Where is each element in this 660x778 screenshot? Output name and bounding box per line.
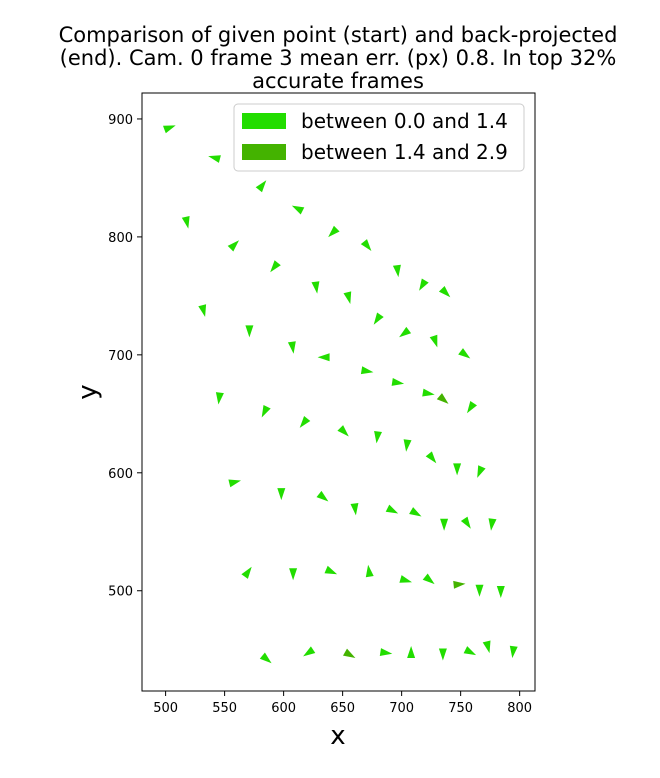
x-tick-label-6: 800 [507, 701, 532, 716]
title-line-2: (end). Cam. 0 frame 3 mean err. (px) 0.8… [60, 46, 617, 70]
error-arrow-4 [328, 225, 340, 238]
error-arrow-56 [343, 648, 356, 658]
error-arrow-2 [255, 180, 267, 193]
error-arrow-52 [475, 584, 484, 597]
error-arrow-26 [467, 401, 477, 414]
x-tick-label-3: 650 [330, 701, 355, 716]
error-arrow-50 [422, 573, 435, 585]
error-arrow-30 [337, 425, 349, 437]
error-arrow-17 [458, 348, 471, 359]
x-tick-label-4: 700 [389, 701, 414, 716]
error-arrow-54 [259, 652, 272, 664]
error-arrow-62 [509, 645, 518, 659]
error-arrow-10 [227, 240, 239, 252]
error-arrow-46 [289, 568, 298, 581]
error-arrow-14 [373, 312, 384, 325]
legend-label-0: between 0.0 and 1.4 [301, 109, 508, 133]
error-arrow-19 [245, 325, 254, 338]
error-arrow-21 [317, 353, 330, 362]
y-tick-label-0: 500 [108, 585, 133, 600]
error-arrow-29 [299, 416, 311, 428]
legend-swatch-1 [242, 144, 286, 160]
error-arrow-40 [385, 504, 399, 514]
error-arrow-18 [198, 304, 207, 317]
error-arrow-36 [228, 479, 241, 488]
error-arrow-51 [453, 580, 466, 589]
error-arrow-34 [453, 463, 462, 476]
error-arrow-5 [360, 239, 372, 251]
title-line-3: accurate frames [252, 69, 424, 93]
error-arrow-31 [374, 431, 382, 444]
error-arrow-41 [409, 507, 422, 517]
error-arrow-39 [350, 503, 359, 516]
error-arrow-59 [438, 648, 447, 661]
error-arrow-42 [440, 518, 449, 531]
y-axis-label: y [73, 384, 103, 399]
error-arrow-44 [488, 518, 497, 531]
chart-title: Comparison of given point (start) and ba… [59, 23, 618, 93]
error-arrow-49 [399, 575, 412, 583]
error-arrow-35 [477, 465, 486, 478]
plot-frame [141, 92, 536, 692]
x-axis-ticks: 500 550 600 650 700 750 800 [153, 691, 532, 716]
error-arrow-61 [482, 640, 491, 654]
error-arrow-22 [360, 366, 374, 375]
error-arrow-23 [391, 378, 405, 386]
error-arrow-13 [343, 291, 352, 304]
y-tick-label-2: 700 [108, 349, 133, 364]
error-arrow-9 [181, 216, 190, 229]
error-arrow-27 [215, 392, 224, 405]
error-arrow-1 [208, 155, 221, 163]
legend-label-1: between 1.4 and 2.9 [301, 140, 508, 164]
error-arrow-3 [291, 205, 305, 215]
error-arrow-28 [261, 405, 271, 418]
title-line-1: Comparison of given point (start) and ba… [59, 23, 618, 47]
error-arrow-16 [429, 334, 438, 348]
error-arrow-38 [316, 490, 329, 502]
x-tick-label-1: 550 [212, 701, 237, 716]
error-arrow-53 [496, 586, 505, 598]
y-axis-ticks: 500 600 700 800 900 [108, 113, 142, 600]
error-arrow-60 [463, 646, 477, 656]
error-arrow-7 [419, 278, 429, 291]
error-arrow-37 [277, 488, 286, 501]
error-arrow-0 [163, 125, 176, 134]
error-arrow-48 [365, 564, 374, 578]
error-arrow-8 [438, 286, 451, 298]
y-tick-label-1: 600 [108, 467, 133, 482]
x-axis-label: x [330, 721, 345, 751]
y-tick-label-3: 800 [108, 231, 133, 246]
error-arrow-25 [436, 393, 449, 404]
error-arrow-20 [287, 341, 296, 354]
x-tick-label-2: 600 [271, 701, 296, 716]
error-arrow-24 [422, 388, 435, 397]
error-arrow-33 [425, 451, 437, 464]
error-arrow-11 [270, 260, 281, 273]
error-arrow-43 [460, 516, 471, 529]
error-arrow-6 [392, 264, 401, 278]
error-arrow-45 [241, 566, 252, 579]
error-arrow-12 [311, 281, 320, 294]
error-arrow-47 [324, 565, 338, 575]
x-tick-label-0: 500 [153, 701, 178, 716]
error-arrow-58 [407, 646, 416, 658]
error-arrow-55 [303, 646, 316, 657]
error-arrow-57 [379, 648, 393, 656]
arrow-layer [163, 125, 518, 664]
x-tick-label-5: 750 [448, 701, 473, 716]
legend: between 0.0 and 1.4 between 1.4 and 2.9 [233, 103, 525, 172]
legend-swatch-0 [242, 113, 286, 129]
error-arrow-15 [399, 326, 412, 338]
y-tick-label-4: 900 [108, 113, 133, 128]
error-arrow-32 [403, 439, 412, 452]
legend-box [233, 103, 525, 172]
